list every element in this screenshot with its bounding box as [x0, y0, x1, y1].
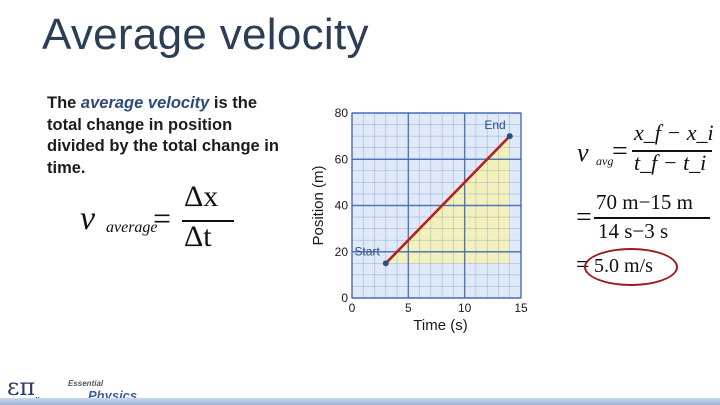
- calc-equals-2: =: [576, 202, 592, 233]
- intro-emphasis: average velocity: [80, 94, 210, 112]
- point-label-end: End: [484, 118, 505, 132]
- book-top-text: Essential: [68, 379, 104, 388]
- x-tick-label: 15: [514, 301, 528, 315]
- y-tick-label: 20: [335, 245, 349, 259]
- y-axis-label: Position (m): [310, 165, 327, 245]
- velocity-line: [384, 135, 511, 265]
- calc-lhs-symbol: v: [577, 138, 589, 167]
- x-tick-label: 5: [405, 301, 412, 315]
- x-tick-label: 0: [349, 301, 356, 315]
- y-tick-label: 40: [335, 199, 349, 213]
- y-tick-labels: 0 20 40 60 80: [335, 106, 349, 305]
- y-tick-label: 80: [335, 106, 349, 120]
- intro-text: The average velocity is the total change…: [47, 93, 292, 179]
- point-start: [382, 260, 389, 267]
- calc-step1-bar: [632, 150, 712, 152]
- point-label-start: Start: [354, 244, 380, 258]
- x-tick-labels: 0 5 10 15: [349, 301, 528, 315]
- calc-step2-bar: [594, 217, 710, 219]
- position-time-graph: 0 20 40 60 80 0 5 10 15 Position (m) Time (s) S…: [310, 106, 528, 334]
- y-tick-label: 60: [335, 152, 349, 166]
- logo-symbol: επ: [7, 373, 36, 401]
- calc-step1-numerator: x_f − x_i: [634, 120, 714, 145]
- result-highlight-ring: [584, 248, 678, 286]
- def-lhs-subscript: average: [106, 219, 158, 236]
- worked-calculation: v avg = x_f − x_i t_f − t_i = 70 m−15 m …: [572, 118, 720, 288]
- x-tick-label: 10: [458, 301, 472, 315]
- def-equals: =: [153, 200, 172, 236]
- calc-lhs-subscript: avg: [596, 154, 614, 168]
- intro-before: The: [47, 94, 81, 112]
- intro-after: is the total change in position divided …: [47, 94, 279, 177]
- average-velocity-definition: v average = Δx Δt: [80, 180, 234, 255]
- calc-step2-numerator: 70 m−15 m: [596, 190, 694, 214]
- def-lhs-symbol: v: [80, 200, 96, 237]
- calc-equals-1: =: [612, 136, 628, 167]
- def-fraction-bar: [182, 220, 234, 222]
- footer-bar: [0, 398, 720, 405]
- def-numerator: Δx: [184, 180, 219, 213]
- slide-title: Average velocity: [42, 10, 369, 59]
- def-denominator: Δt: [184, 220, 212, 253]
- calc-step1-denominator: t_f − t_i: [634, 150, 707, 175]
- point-end: [506, 133, 513, 140]
- y-tick-label: 0: [341, 291, 348, 305]
- x-axis-label: Time (s): [413, 317, 467, 334]
- calc-step2-denominator: 14 s−3 s: [598, 219, 669, 243]
- grid-lines: [351, 112, 522, 299]
- data-points: Start End: [354, 118, 513, 267]
